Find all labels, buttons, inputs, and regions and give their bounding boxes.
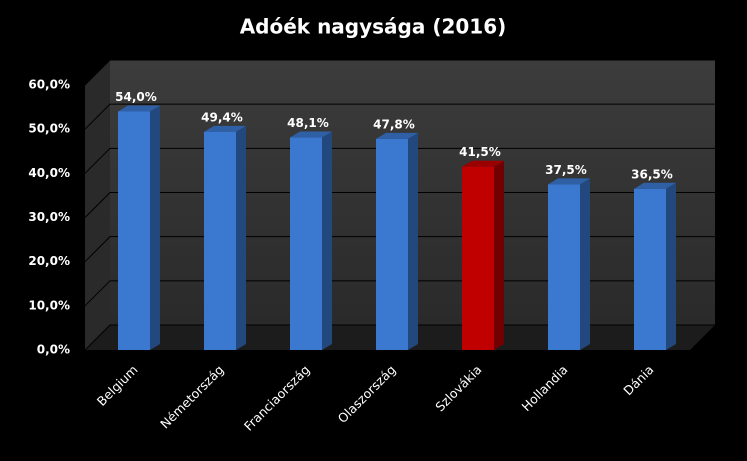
x-tick-label: Hollandia xyxy=(519,362,571,414)
bar-side xyxy=(150,105,160,350)
value-label: 47,8% xyxy=(373,117,415,131)
y-tick-label: 20,0% xyxy=(28,254,70,268)
value-label: 54,0% xyxy=(115,90,157,104)
bar xyxy=(204,131,236,350)
grid-line xyxy=(84,59,715,86)
x-tick-label: Belgium xyxy=(94,362,141,409)
value-label: 37,5% xyxy=(545,163,587,177)
grid-line xyxy=(84,236,715,263)
bar xyxy=(290,137,322,350)
x-tick-label: Németország xyxy=(157,362,226,431)
x-tick-label: Dánia xyxy=(620,362,656,398)
value-label: 49,4% xyxy=(201,110,243,124)
bar-side xyxy=(494,160,504,350)
x-tick-label: Szlovákia xyxy=(432,362,484,414)
x-tick-label: Franciaország xyxy=(241,362,313,434)
bar-side xyxy=(408,132,418,350)
bar-top xyxy=(290,131,332,138)
grid-line xyxy=(84,103,715,130)
bar-side xyxy=(236,125,246,350)
bar-top xyxy=(548,178,590,185)
value-label: 41,5% xyxy=(459,145,501,159)
bar xyxy=(462,166,494,350)
y-tick-label: 0,0% xyxy=(37,343,70,357)
bar-top xyxy=(204,125,246,132)
y-tick-label: 50,0% xyxy=(28,122,70,136)
bar-top xyxy=(376,132,418,139)
chart-title: Adóék nagysága (2016) xyxy=(240,15,507,39)
bar xyxy=(634,188,666,350)
y-tick-label: 10,0% xyxy=(28,298,70,312)
bar-top xyxy=(634,182,676,189)
bar-side xyxy=(580,178,590,350)
grid-line xyxy=(84,192,715,218)
y-tick-label: 40,0% xyxy=(28,166,70,180)
bar xyxy=(376,138,408,350)
bar xyxy=(548,184,580,350)
value-label: 36,5% xyxy=(631,167,673,181)
bar-top xyxy=(118,105,160,112)
bar-side xyxy=(322,131,332,350)
grid-line xyxy=(84,147,715,174)
bar-top xyxy=(462,160,504,167)
y-tick-label: 30,0% xyxy=(28,210,70,224)
bar xyxy=(118,111,150,350)
grid-line xyxy=(84,280,715,307)
y-tick-label: 60,0% xyxy=(28,78,70,92)
value-label: 48,1% xyxy=(287,116,329,130)
bar-side xyxy=(666,182,676,350)
x-tick-label: Olaszország xyxy=(335,362,399,426)
grid-line xyxy=(84,324,715,351)
